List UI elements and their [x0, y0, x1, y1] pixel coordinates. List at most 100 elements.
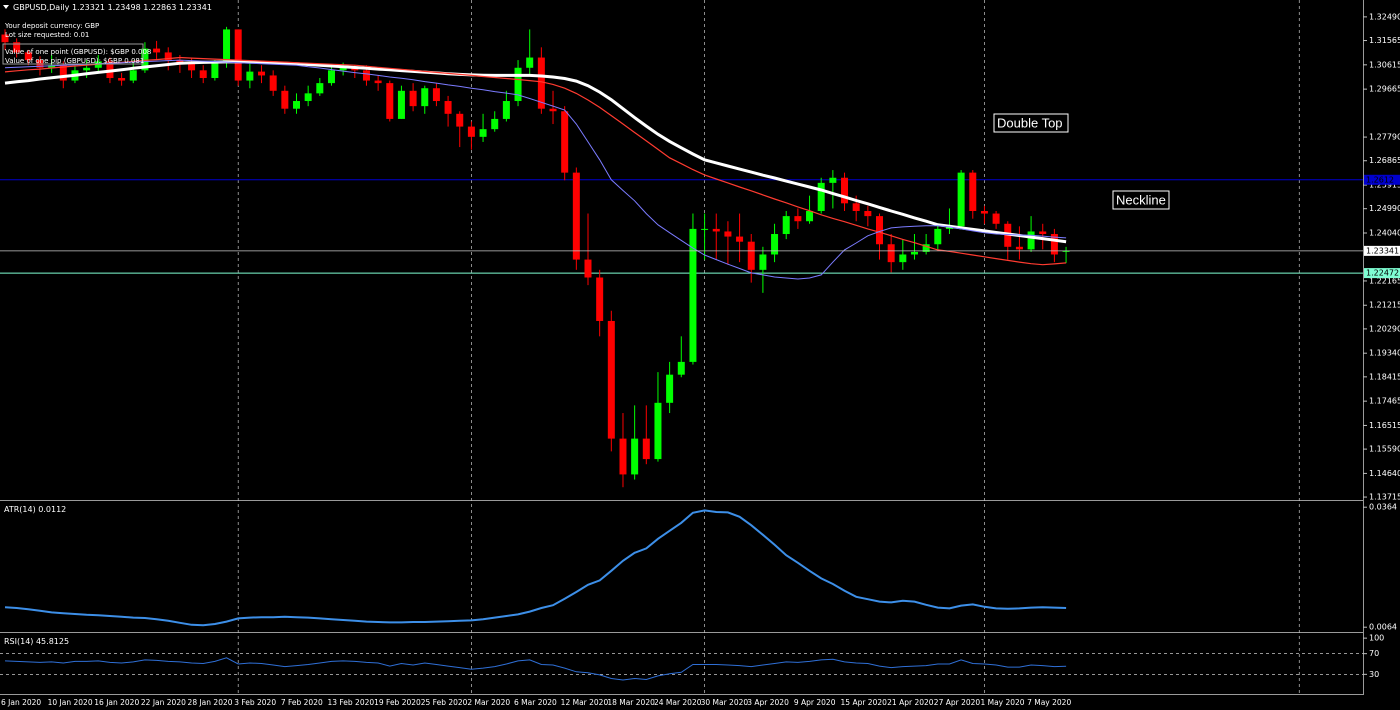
x-tick-label: 15 Apr 2020: [841, 698, 888, 707]
x-tick-label: 27 Apr 2020: [934, 698, 981, 707]
y-tick-label: 1.19340: [1369, 349, 1400, 358]
candle-body: [83, 67, 91, 71]
candle-body: [561, 111, 569, 173]
annotation-box: [1112, 190, 1170, 210]
indicator-line: [4, 509, 1067, 627]
candle-body: [841, 177, 849, 204]
x-tick-label: 19 Feb 2020: [374, 698, 421, 707]
candle-body: [596, 277, 604, 321]
y-tick-label: 0.0064: [1369, 623, 1397, 632]
candle-body: [362, 70, 370, 81]
candle-body: [736, 236, 744, 242]
candle-body: [759, 254, 767, 270]
candle-body: [13, 42, 21, 53]
y-tick-label: 1.24040: [1369, 228, 1400, 237]
candle-body: [316, 83, 324, 94]
moving-average: [4, 60, 1067, 244]
indicator-title: ATR(14) 0.0112: [4, 505, 66, 514]
y-tick-label: 1.29665: [1369, 85, 1400, 94]
y-tick-label: 1.20290: [1369, 324, 1400, 333]
candle-body: [293, 101, 300, 109]
candle-body: [188, 62, 196, 71]
y-tick-label: 1.32490: [1369, 12, 1400, 21]
x-tick-label: 25 Feb 2020: [421, 698, 468, 707]
candle-body: [957, 172, 965, 227]
candle-body: [537, 57, 545, 109]
candle-body: [59, 65, 67, 81]
candle-body: [141, 48, 149, 71]
candle-body: [782, 216, 790, 235]
candle-body: [794, 216, 802, 222]
x-tick-label: 12 Mar 2020: [561, 698, 609, 707]
candle-body: [572, 172, 580, 260]
last-close: 1.23341: [179, 3, 212, 12]
info-line: Value of one pip (GBPUSD): $GBP 0.081: [5, 57, 144, 65]
candle-body: [1039, 231, 1047, 235]
candle-body: [724, 231, 732, 237]
candle-body: [246, 71, 254, 81]
candle-body: [118, 78, 126, 81]
last-open: 1.23321: [72, 3, 105, 12]
y-tick-label: 1.26865: [1369, 156, 1400, 165]
candle-body: [153, 48, 161, 53]
x-tick-label: 16 Jan 2020: [94, 698, 139, 707]
candle-body: [258, 71, 266, 76]
candle-body: [409, 90, 417, 107]
candle-body: [491, 118, 499, 130]
price-label-box: [1364, 245, 1400, 256]
candle-body: [526, 57, 534, 68]
candle-body: [642, 438, 650, 460]
candle-body: [806, 210, 814, 222]
candle-body: [514, 67, 522, 102]
y-tick-label: 1.27790: [1369, 133, 1400, 142]
candle-body: [502, 101, 510, 119]
candle-body: [701, 228, 709, 230]
indicator-name: ATR(14): [4, 505, 36, 514]
candle-body: [910, 251, 918, 255]
y-tick-label: 30: [1369, 670, 1379, 679]
plot: 1.32490 1.31565 1.30615 1.29665 1.27790 1.268…: [0, 12, 1400, 681]
info-box: [2, 43, 144, 65]
x-tick-label: 13 Feb 2020: [327, 698, 374, 707]
candle-body: [747, 241, 755, 270]
last-low: 1.22863: [143, 3, 176, 12]
symbol: GBPUSD,Daily: [13, 3, 70, 12]
candle-body: [654, 402, 662, 460]
candle-body: [619, 438, 627, 475]
candle-body: [712, 228, 720, 232]
grid: [237, 0, 1300, 694]
candle-body: [689, 228, 697, 362]
candle-body: [992, 213, 1000, 224]
y-tick-label: 100: [1369, 634, 1384, 643]
x-tick-label: 1 May 2020: [980, 698, 1024, 707]
candle-body: [421, 88, 429, 107]
candle-body: [666, 374, 674, 403]
annotation: Neckline: [1116, 192, 1166, 207]
info-line: Value of one point (GBPUSD): $GBP 0.008: [5, 48, 151, 56]
candle-body: [677, 361, 685, 375]
candle-body: [876, 216, 883, 245]
moving-average: [4, 56, 1067, 266]
candle-body: [374, 80, 382, 84]
x-tick-label: 24 Mar 2020: [654, 698, 702, 707]
y-tick-label: 1.22165: [1369, 276, 1400, 285]
x-tick-label: 3 Feb 2020: [234, 698, 276, 707]
x-tick-label: 7 Feb 2020: [281, 698, 323, 707]
y-tick-label: 1.16515: [1369, 421, 1400, 430]
y-tick-label: 1.18415: [1369, 372, 1400, 381]
indicator-value: 0.0112: [38, 505, 66, 514]
candle-body: [980, 210, 988, 214]
x-tick-label: 28 Jan 2020: [188, 698, 233, 707]
x-tick-label: 6 Mar 2020: [514, 698, 557, 707]
candle-body: [631, 438, 639, 475]
annotation: Double Top: [997, 115, 1063, 130]
candle-body: [269, 75, 277, 91]
candle-body: [922, 244, 930, 252]
candle-body: [211, 62, 219, 79]
x-tick-label: 21 Apr 2020: [887, 698, 934, 707]
candle-body: [829, 177, 837, 183]
candle-body: [479, 129, 487, 137]
